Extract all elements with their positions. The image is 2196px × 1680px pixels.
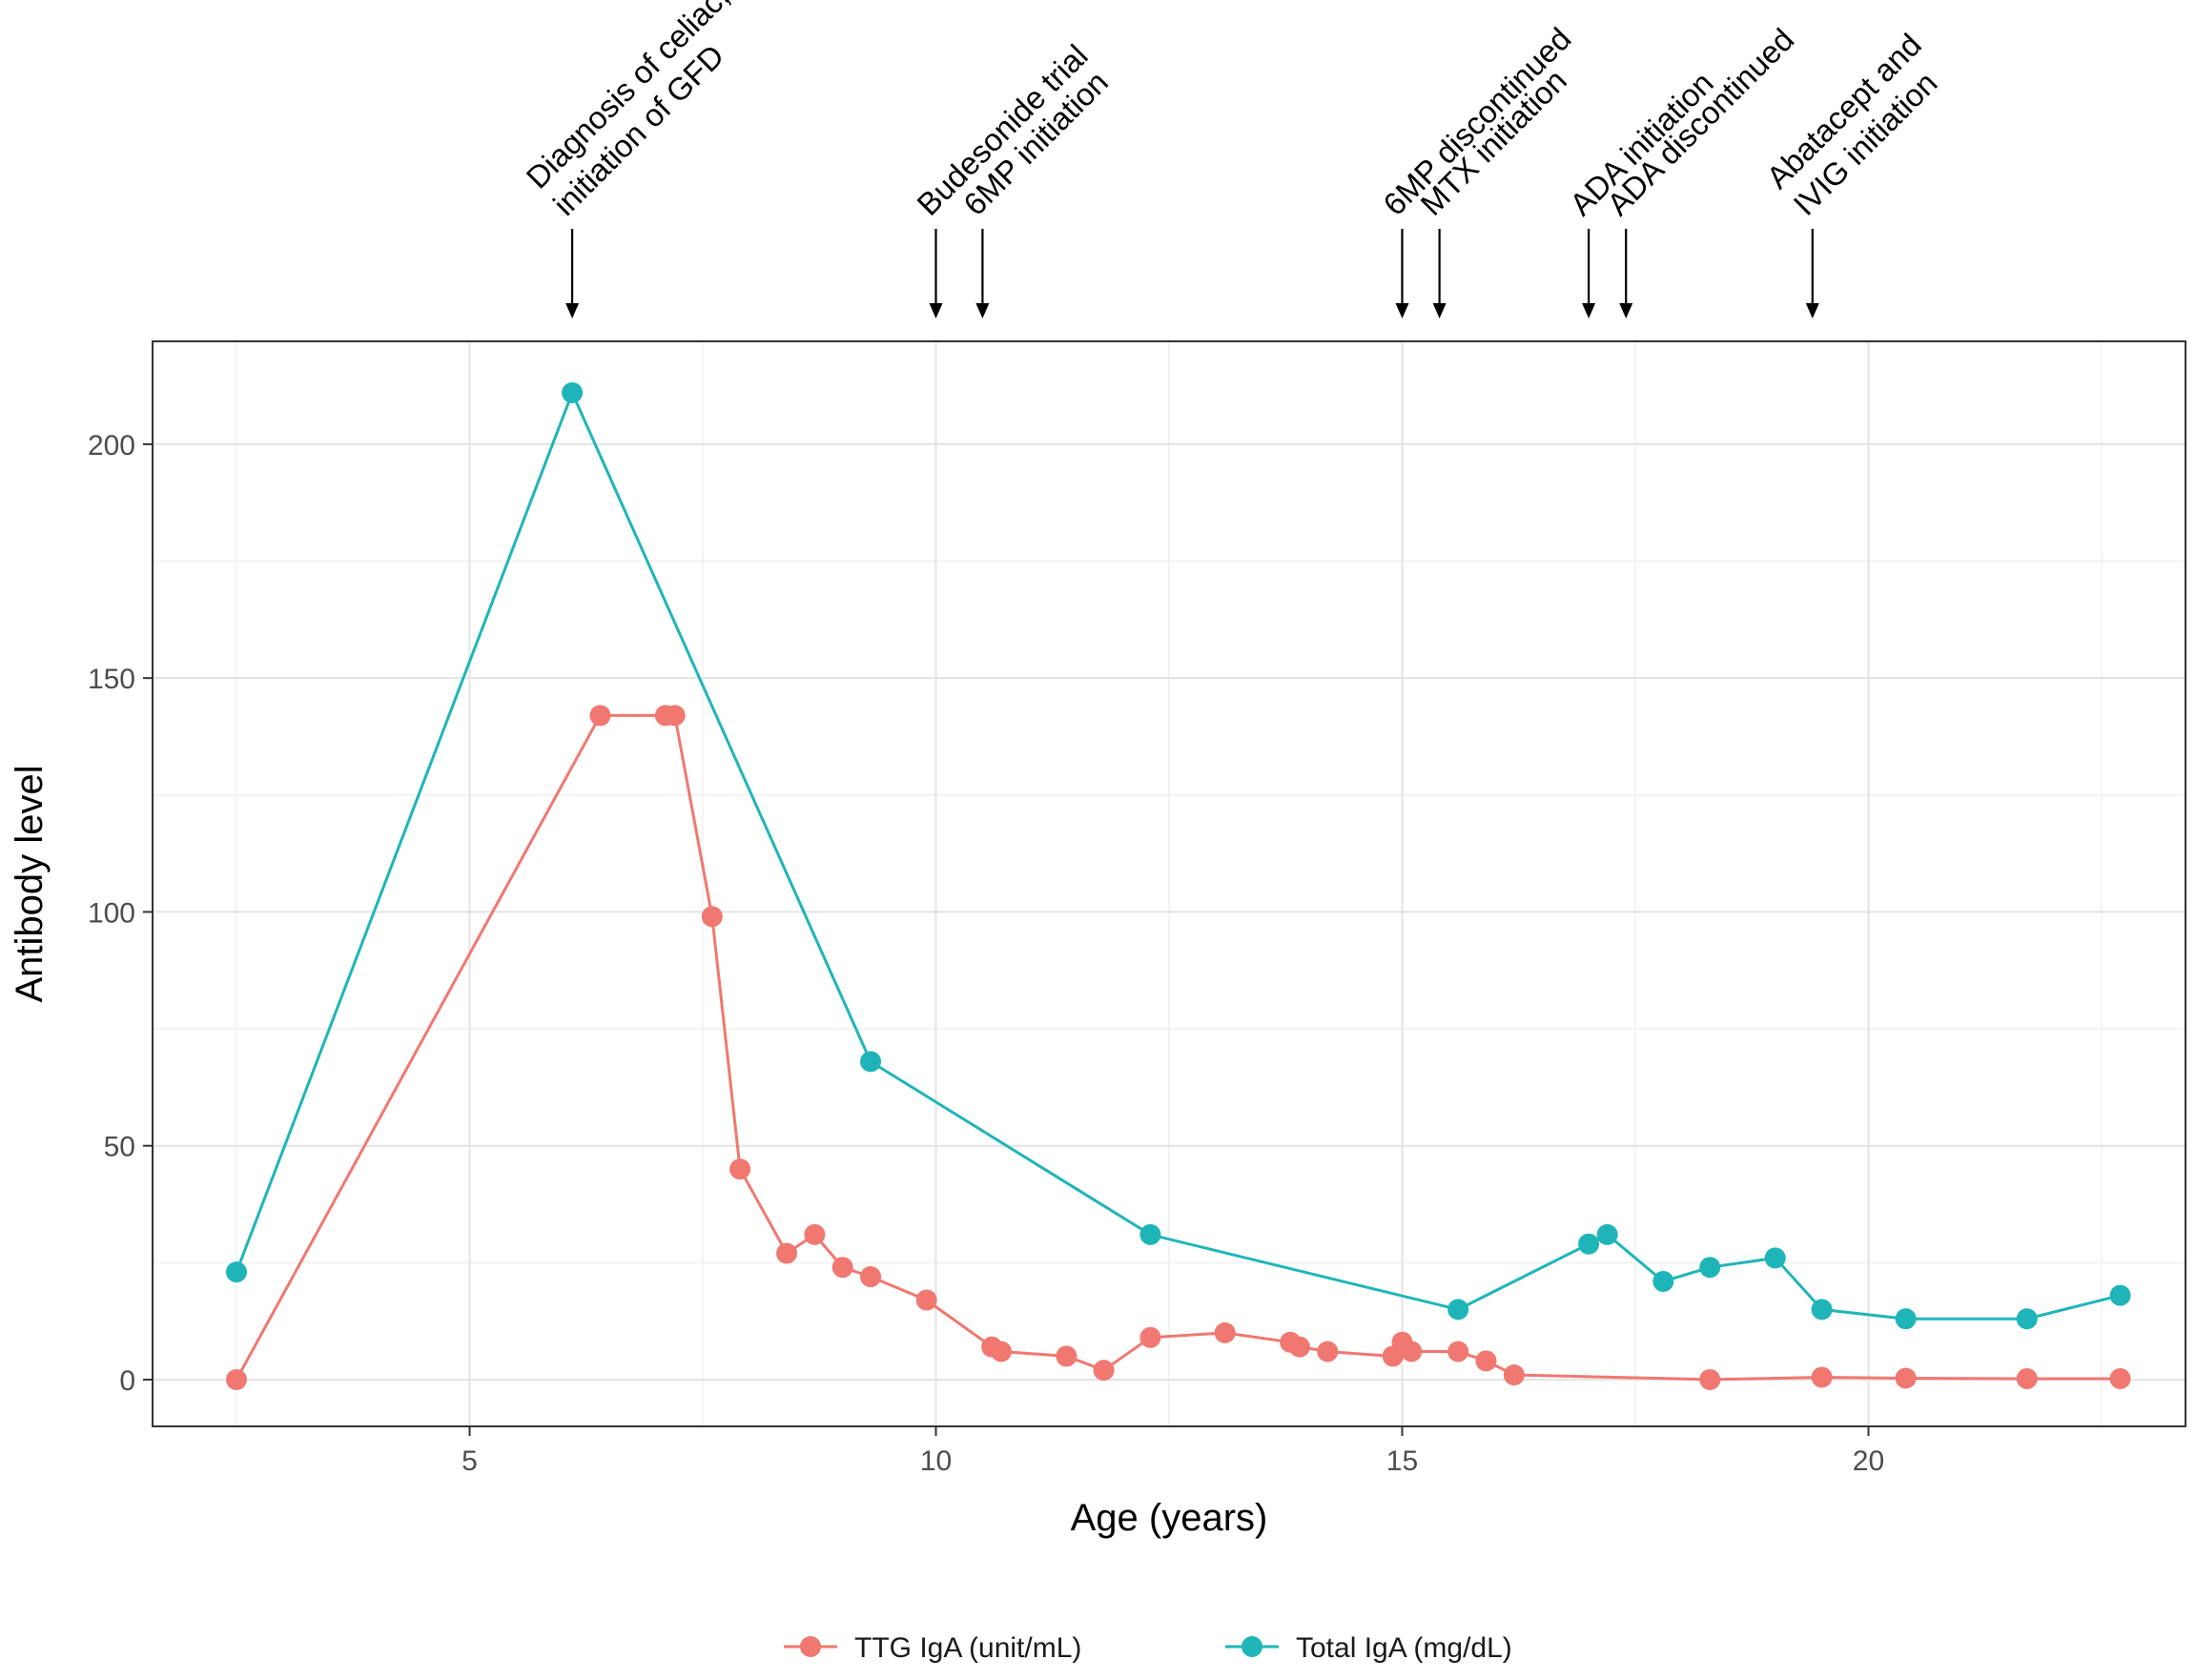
- event-annotations: Diagnosis of celiac,initiation of GFD Bud…: [520, 0, 1944, 318]
- data-point-series-1: [2016, 1367, 2038, 1389]
- data-point-series-1: [804, 1223, 826, 1245]
- x-tick-label: 5: [462, 1445, 478, 1477]
- data-point-series-2: [2109, 1284, 2131, 1306]
- data-point-series-1: [1139, 1326, 1161, 1348]
- annotation-arrow-head: [1395, 303, 1409, 318]
- annotation-label: Diagnosis of celiac,: [520, 0, 736, 195]
- data-point-series-1: [1056, 1345, 1077, 1367]
- data-point-series-2: [1596, 1223, 1618, 1245]
- legend-label: TTG IgA (unit/mL): [854, 1632, 1081, 1664]
- data-point-series-2: [2016, 1308, 2038, 1330]
- data-point-series-1: [860, 1266, 882, 1288]
- data-point-series-1: [1503, 1364, 1525, 1386]
- data-point-series-1: [1699, 1368, 1721, 1390]
- data-point-series-1: [1214, 1321, 1236, 1343]
- data-point-series-1: [990, 1341, 1012, 1362]
- data-point-series-1: [1401, 1341, 1423, 1362]
- annotation-arrow-head: [929, 303, 943, 318]
- data-point-series-2: [1139, 1223, 1161, 1245]
- data-point-series-1: [1895, 1367, 1917, 1389]
- data-point-series-1: [589, 705, 611, 727]
- data-point-series-2: [1652, 1270, 1674, 1292]
- y-axis-label: Antibody level: [9, 765, 51, 1002]
- data-point-series-1: [1317, 1341, 1339, 1362]
- data-point-series-2: [226, 1261, 248, 1283]
- y-tick-label: 100: [88, 897, 135, 929]
- y-tick-label: 150: [88, 664, 135, 695]
- annotation-label: 6MP discontinued: [1376, 21, 1577, 222]
- data-point-series-1: [2109, 1367, 2131, 1389]
- data-point-series-2: [1764, 1247, 1786, 1269]
- y-tick-label: 50: [104, 1132, 135, 1163]
- data-point-series-2: [1811, 1299, 1833, 1321]
- data-point-series-2: [860, 1051, 882, 1073]
- data-point-series-1: [1475, 1350, 1497, 1372]
- data-point-series-1: [729, 1158, 751, 1180]
- annotation-arrow-head: [975, 303, 990, 318]
- data-point-series-2: [1699, 1257, 1721, 1279]
- data-point-series-1: [1447, 1341, 1469, 1362]
- series-line-2: [235, 389, 2121, 1321]
- data-point-series-2: [1447, 1299, 1469, 1321]
- plot-panel-border: [152, 340, 2186, 1427]
- data-point-series-2: [1895, 1308, 1917, 1330]
- data-point-series-1: [664, 705, 686, 727]
- legend: TTG IgA (unit/mL) Total IgA (mg/dL): [784, 1632, 1512, 1664]
- data-point-series-1: [701, 906, 723, 928]
- series-line-1: [235, 713, 2121, 1382]
- series: [226, 381, 2131, 1390]
- grid: [153, 341, 2186, 1426]
- annotation-label: ADA discontinued: [1600, 22, 1800, 222]
- annotation-arrow-head: [1432, 303, 1447, 318]
- annotation-arrow-head: [1619, 303, 1633, 318]
- legend-key-marker: [1242, 1636, 1262, 1657]
- annotation-arrow-head: [565, 303, 580, 318]
- x-tick-label: 10: [920, 1445, 952, 1477]
- x-axis-label: Age (years): [1071, 1497, 1268, 1539]
- y-tick-label: 200: [88, 430, 135, 461]
- legend-label: Total IgA (mg/dL): [1296, 1632, 1512, 1664]
- x-tick-label: 15: [1386, 1445, 1418, 1477]
- data-point-series-1: [226, 1368, 248, 1390]
- data-point-series-1: [1093, 1360, 1115, 1382]
- data-point-series-1: [1811, 1366, 1833, 1388]
- data-point-series-1: [1288, 1336, 1310, 1358]
- data-point-series-2: [1578, 1233, 1600, 1255]
- x-tick-label: 20: [1853, 1445, 1884, 1477]
- annotation-arrow-head: [1582, 303, 1596, 318]
- annotation-arrow-head: [1805, 303, 1819, 318]
- data-point-series-2: [562, 381, 584, 403]
- data-point-series-1: [831, 1257, 853, 1279]
- data-point-series-1: [915, 1289, 937, 1311]
- legend-key-marker: [800, 1636, 821, 1657]
- data-point-series-1: [776, 1242, 798, 1264]
- y-tick-label: 0: [119, 1365, 135, 1397]
